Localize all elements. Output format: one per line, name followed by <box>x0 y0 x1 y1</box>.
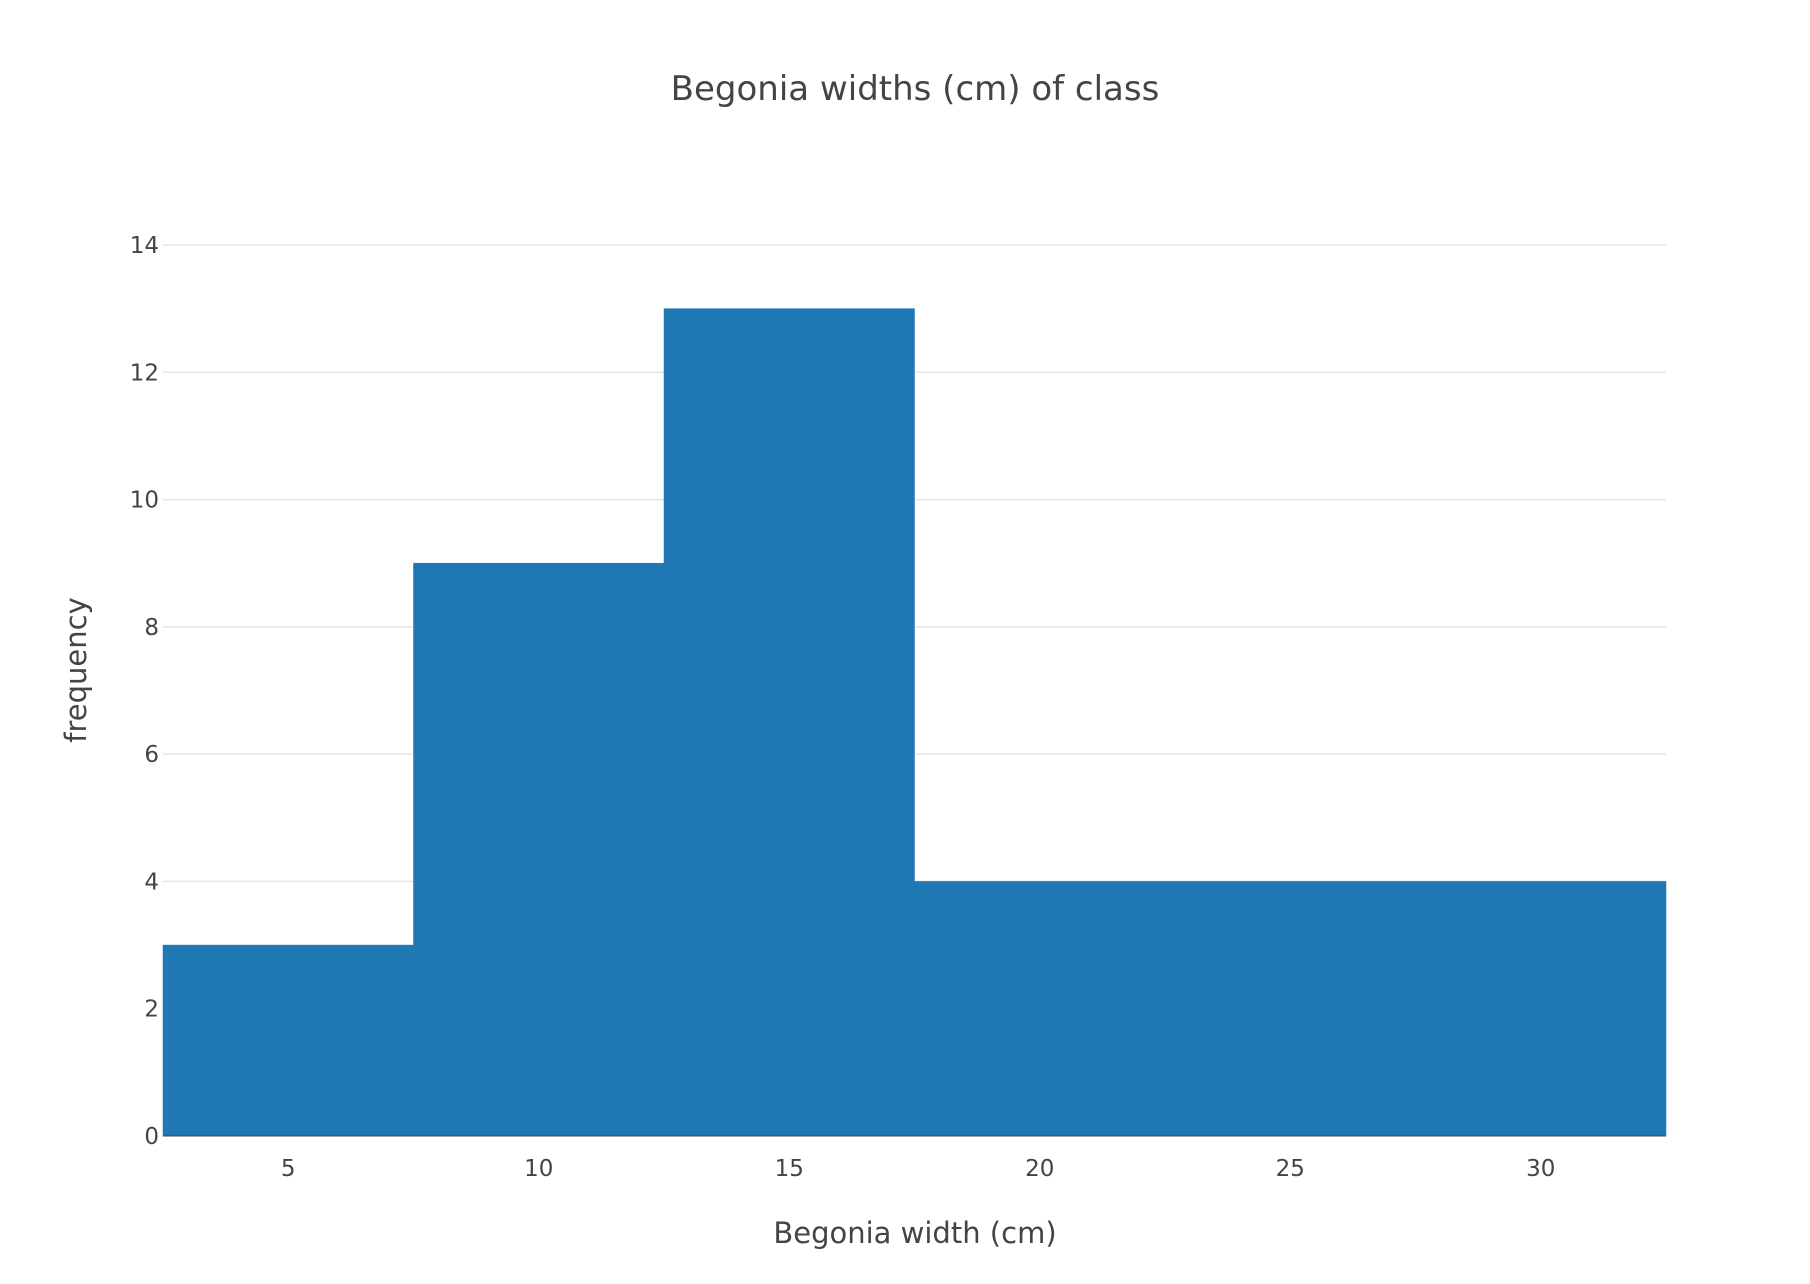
x-axis-ticks: 5 10 15 20 25 30 <box>281 1156 1555 1182</box>
histogram-bar <box>413 562 665 1137</box>
y-tick-label: 6 <box>144 742 159 768</box>
x-tick-label: 15 <box>775 1156 804 1182</box>
y-tick-label: 10 <box>130 488 159 514</box>
histogram-bar <box>663 308 915 1137</box>
histogram-bar <box>162 944 414 1137</box>
y-tick-label: 0 <box>144 1124 159 1150</box>
histogram-bar <box>914 881 1667 1137</box>
y-axis-title: frequency <box>59 597 93 742</box>
y-tick-label: 2 <box>144 997 159 1023</box>
y-tick-label: 4 <box>144 869 159 895</box>
bars <box>162 308 1667 1137</box>
x-tick-label: 30 <box>1526 1156 1555 1182</box>
x-axis-title: Begonia width (cm) <box>773 1216 1056 1250</box>
x-tick-label: 25 <box>1276 1156 1305 1182</box>
x-tick-label: 5 <box>281 1156 296 1182</box>
x-tick-label: 10 <box>524 1156 553 1182</box>
y-tick-label: 12 <box>130 360 159 386</box>
x-tick-label: 20 <box>1025 1156 1054 1182</box>
chart-title: Begonia widths (cm) of class <box>671 69 1160 109</box>
y-tick-label: 14 <box>130 233 159 259</box>
y-axis-ticks: 0 2 4 6 8 10 12 14 <box>130 233 159 1150</box>
y-tick-label: 8 <box>144 615 159 641</box>
